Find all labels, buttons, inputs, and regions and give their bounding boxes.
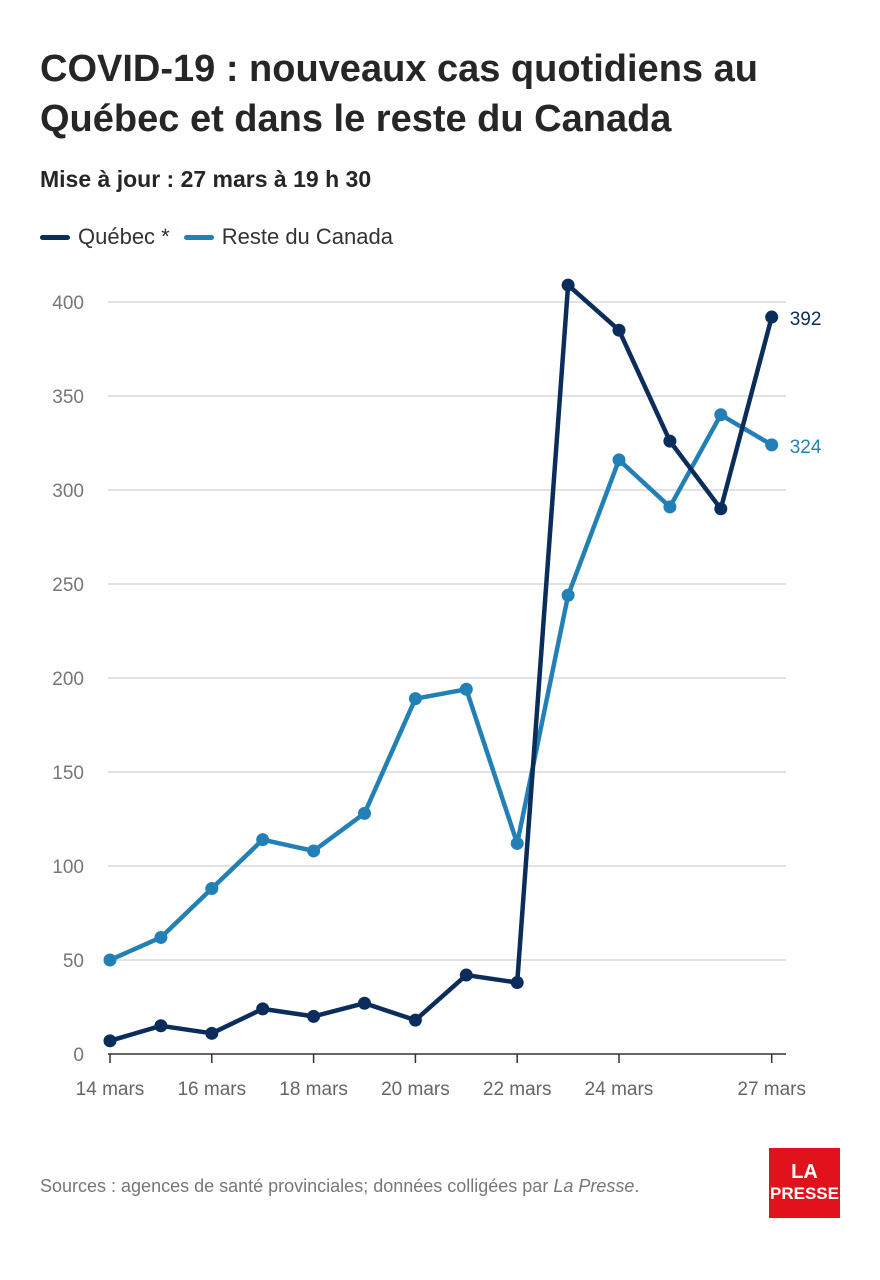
logo-line2: PRESSE xyxy=(770,1184,839,1203)
x-tick-label-13: 27 mars xyxy=(737,1079,806,1100)
y-tick-label-50: 50 xyxy=(63,951,84,972)
series-line-quebec xyxy=(107,282,774,1044)
source-text: Sources : agences de santé provinciales;… xyxy=(40,1176,554,1196)
data-point-rest-of-canada-10 xyxy=(612,453,626,467)
data-point-quebec-8 xyxy=(510,976,524,990)
data-point-rest-of-canada-12 xyxy=(714,408,728,422)
data-point-quebec-1 xyxy=(154,1019,168,1033)
legend-item-rest-of-canada: Reste du Canada xyxy=(183,224,393,250)
data-point-quebec-7 xyxy=(459,968,473,982)
data-point-quebec-11 xyxy=(663,434,677,448)
data-point-quebec-0 xyxy=(103,1034,117,1048)
legend-swatch-quebec xyxy=(40,234,70,240)
data-point-quebec-4 xyxy=(307,1009,321,1023)
line-chart: 0 50 100 150 200 250 300 350 400 14 mars 16 mars 18… xyxy=(52,278,822,1100)
data-point-rest-of-canada-2 xyxy=(205,882,219,896)
data-point-quebec-5 xyxy=(358,996,371,1010)
chart-title: COVID-19 : nouveaux cas quotidiens au Qu… xyxy=(40,48,758,140)
x-tick-label-8: 22 mars xyxy=(483,1079,552,1100)
source-suffix: . xyxy=(634,1176,640,1196)
data-point-rest-of-canada-6 xyxy=(408,692,422,706)
end-label-quebec: 392 xyxy=(790,309,822,330)
data-point-quebec-10 xyxy=(612,323,626,337)
y-tick-label-300: 300 xyxy=(52,481,84,502)
data-point-rest-of-canada-9 xyxy=(561,588,575,602)
data-point-quebec-6 xyxy=(408,1013,422,1027)
end-label-rest-of-canada: 324 xyxy=(790,437,822,458)
x-tick-label-4: 18 mars xyxy=(279,1079,348,1100)
y-tick-label-350: 350 xyxy=(52,387,84,408)
data-point-quebec-3 xyxy=(256,1002,270,1016)
legend-item-quebec: Québec * xyxy=(40,224,170,250)
x-tick-label-6: 20 mars xyxy=(381,1079,450,1100)
legend: Québec * Reste du Canada xyxy=(40,224,407,250)
y-tick-label-150: 150 xyxy=(52,763,84,784)
data-point-quebec-13 xyxy=(765,310,779,324)
x-tick-label-10: 24 mars xyxy=(585,1079,654,1100)
y-tick-label-100: 100 xyxy=(52,857,84,878)
data-point-rest-of-canada-4 xyxy=(307,844,321,858)
logo-line1: LA xyxy=(791,1161,818,1183)
la-presse-logo: LA PRESSE xyxy=(769,1148,840,1218)
update-timestamp: Mise à jour : 27 mars à 19 h 30 xyxy=(40,166,372,192)
data-point-rest-of-canada-7 xyxy=(459,682,473,696)
legend-label-quebec: Québec * xyxy=(78,224,170,249)
source-note: Sources : agences de santé provinciales;… xyxy=(40,1176,639,1197)
data-point-quebec-2 xyxy=(205,1026,219,1040)
y-tick-label-200: 200 xyxy=(52,669,84,690)
legend-label-rest-of-canada: Reste du Canada xyxy=(221,224,393,249)
data-point-rest-of-canada-0 xyxy=(103,953,117,967)
y-tick-label-400: 400 xyxy=(52,293,84,314)
data-point-rest-of-canada-1 xyxy=(154,930,168,944)
data-point-rest-of-canada-11 xyxy=(663,500,677,514)
data-point-rest-of-canada-8 xyxy=(510,836,524,850)
data-point-rest-of-canada-13 xyxy=(765,438,779,452)
series-line-rest-of-canada xyxy=(107,412,774,963)
y-tick-label-0: 0 xyxy=(73,1045,84,1066)
data-point-quebec-9 xyxy=(561,278,575,292)
x-tick-label-0: 14 mars xyxy=(76,1079,145,1100)
x-tick-label-2: 16 mars xyxy=(177,1079,246,1100)
y-tick-label-250: 250 xyxy=(52,575,84,596)
source-publisher: La Presse xyxy=(553,1176,635,1196)
legend-swatch-rest-of-canada xyxy=(183,234,214,240)
data-point-quebec-12 xyxy=(714,502,728,516)
data-point-rest-of-canada-3 xyxy=(256,833,270,847)
data-point-rest-of-canada-5 xyxy=(358,806,371,820)
